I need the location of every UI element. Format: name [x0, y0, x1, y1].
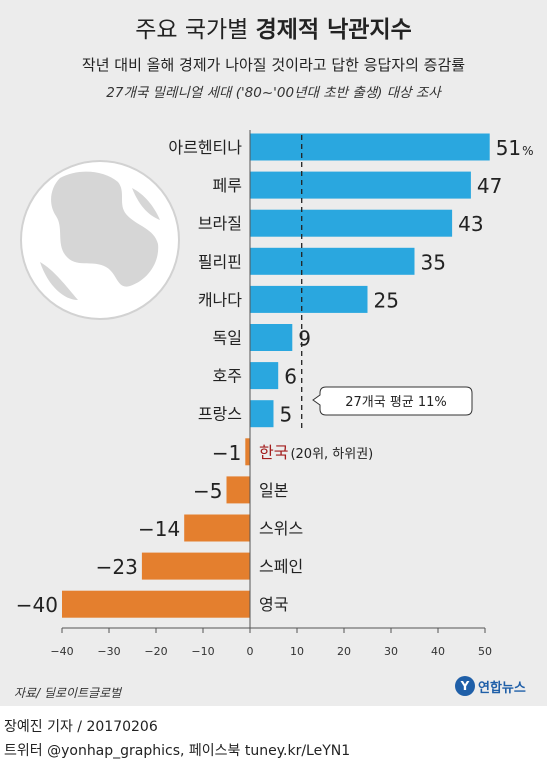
category-label: 아르헨티나	[168, 138, 242, 157]
bar-독일	[250, 324, 293, 351]
bar-chart: 아르헨티나 51% 페루 47 브라질 43 필리핀 35 캐나다 25 독일 9 호주 6 프랑스 5 한국(…	[16, 130, 534, 658]
value-label: −14	[138, 517, 180, 541]
value-label: 43	[458, 212, 483, 236]
value-label: 25	[374, 288, 399, 312]
globe-icon	[20, 160, 180, 320]
category-label: 브라질	[198, 214, 242, 233]
value-label: −1	[212, 441, 241, 465]
category-label: 스페인	[259, 557, 303, 576]
social-credit: 트위터 @yonhap_graphics, 페이스북 tuney.kr/LeYN…	[4, 743, 351, 759]
category-label: 호주	[213, 367, 242, 386]
x-tick-label: 10	[290, 645, 304, 658]
value-label: −5	[193, 479, 222, 503]
x-tick-label: −10	[191, 645, 214, 658]
value-label: 35	[421, 250, 446, 274]
x-tick-label: −20	[144, 645, 167, 658]
bar-일본	[226, 476, 250, 504]
bar-필리핀	[250, 247, 415, 275]
bar-캐나다	[250, 285, 368, 313]
bar-프랑스	[250, 400, 274, 428]
bar-영국	[62, 590, 250, 618]
korea-rank-note: (20위, 하위권)	[290, 447, 373, 462]
category-label: 스위스	[259, 519, 303, 538]
category-label: 캐나다	[198, 290, 242, 309]
yonhap-logo: Y 연합뉴스	[455, 676, 526, 696]
average-callout	[312, 386, 473, 416]
category-label: 페루	[213, 176, 242, 195]
source-note: 자료/ 딜로이트글로벌	[14, 686, 122, 700]
x-tick-label: −40	[50, 645, 73, 658]
bar-한국	[245, 438, 250, 466]
infographic-card: 주요 국가별 경제적 낙관지수 작년 대비 올해 경제가 나아질 것이라고 답한…	[0, 0, 547, 706]
logo-mark-icon: Y	[455, 676, 475, 696]
bar-호주	[250, 362, 279, 390]
x-tick-label: 40	[431, 645, 445, 658]
value-label: 51%	[496, 136, 534, 160]
value-label: 6	[284, 365, 297, 389]
value-label: 5	[280, 403, 293, 427]
value-label: 47	[477, 174, 502, 198]
title-bold: 경제적 낙관지수	[255, 17, 412, 43]
category-label: 필리핀	[198, 252, 242, 271]
bar-아르헨티나	[250, 133, 490, 161]
bar-스위스	[184, 514, 250, 542]
value-label: −23	[96, 555, 138, 579]
chart-subtitle: 작년 대비 올해 경제가 나아질 것이라고 답한 응답자의 증감률	[81, 56, 466, 74]
category-label: 영국	[259, 595, 288, 614]
value-unit: %	[522, 144, 533, 158]
value-label: 9	[298, 327, 311, 351]
x-tick-label: 30	[384, 645, 398, 658]
reporter-credit: 장예진 기자 / 20170206	[4, 719, 158, 735]
bar-스페인	[141, 552, 250, 580]
bar-페루	[250, 171, 471, 199]
title-normal: 주요 국가별	[135, 17, 256, 43]
average-label: 27개국 평균 11%	[345, 395, 447, 410]
x-tick-label: 20	[337, 645, 351, 658]
value-label: −40	[16, 593, 58, 617]
bar-브라질	[250, 209, 453, 237]
x-tick-label: −30	[97, 645, 120, 658]
logo-text: 연합뉴스	[478, 680, 526, 696]
survey-note: 27개국 밀레니얼 세대 ('80~'00년대 초반 출생) 대상 조사	[106, 85, 441, 101]
category-label: 한국 (20위, 하위권)	[259, 443, 373, 462]
category-label: 일본	[259, 481, 288, 500]
category-label: 독일	[213, 329, 242, 348]
x-tick-label: 0	[247, 645, 254, 658]
x-tick-label: 50	[478, 645, 492, 658]
chart-title: 주요 국가별 경제적 낙관지수	[0, 10, 547, 44]
category-label: 프랑스	[198, 405, 242, 424]
